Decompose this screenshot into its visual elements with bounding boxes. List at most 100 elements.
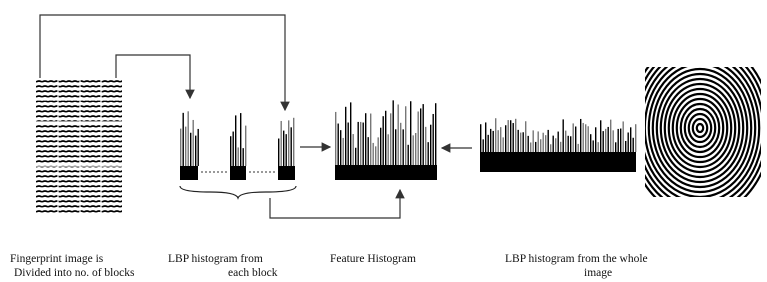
hist-bar	[600, 120, 601, 152]
hist-bar	[233, 132, 234, 166]
caption: Divided into no. of blocks	[14, 267, 135, 279]
hist-bar	[345, 107, 346, 165]
hist-bar	[360, 122, 361, 165]
hist-bar	[281, 121, 282, 166]
hist-bar	[185, 127, 186, 166]
hist-bar	[550, 144, 551, 152]
hist-base	[335, 165, 437, 180]
hist-bar	[423, 104, 424, 165]
hist-bar	[430, 125, 431, 165]
hist-bar	[603, 131, 604, 152]
hist-bar	[630, 127, 631, 152]
caption: image	[584, 267, 612, 279]
hist-bar	[563, 119, 564, 152]
hist-bar	[608, 127, 609, 152]
hist-bar	[378, 137, 379, 165]
hist-bar	[425, 127, 426, 165]
hist-bar	[620, 129, 621, 152]
hist-bar	[358, 122, 359, 165]
hist-bar	[505, 125, 506, 152]
hist-bar	[495, 118, 496, 152]
hist-bar	[540, 139, 541, 152]
hist-bar	[405, 106, 406, 165]
hist-bar	[373, 143, 374, 165]
hist-bar	[498, 130, 499, 152]
hist-bar	[580, 119, 581, 152]
hist-bar	[188, 111, 189, 166]
hist-bar	[343, 138, 344, 165]
hist-bar	[193, 120, 194, 166]
hist-bar	[520, 133, 521, 152]
hist-bar	[565, 131, 566, 152]
hist-bar	[385, 111, 386, 165]
hist-bar	[183, 113, 184, 166]
hist-bar	[338, 124, 339, 165]
hist-bar	[435, 103, 436, 165]
hist-bar	[198, 129, 199, 166]
hist-bar	[433, 114, 434, 165]
hist-bar	[558, 132, 559, 152]
hist-bar	[555, 138, 556, 152]
hist-bar	[195, 136, 196, 166]
hist-bar	[535, 142, 536, 152]
fingerprint-blocks	[36, 78, 122, 215]
hist-bar	[513, 123, 514, 152]
caption: Feature Histogram	[330, 253, 416, 265]
hist-bar	[618, 129, 619, 152]
caption: LBP histogram from the whole	[505, 253, 648, 265]
hist-bar	[493, 131, 494, 152]
hist-base	[230, 166, 246, 180]
hist-bar	[383, 116, 384, 165]
histograms	[180, 100, 636, 180]
hist-bar	[390, 113, 391, 165]
hist-bar	[570, 136, 571, 152]
hist-bar	[543, 133, 544, 152]
hist-bar	[283, 131, 284, 166]
hist-base	[180, 166, 198, 180]
hist-bar	[518, 130, 519, 152]
hist-bar	[605, 129, 606, 152]
hist-bar	[488, 135, 489, 152]
hist-bar	[480, 124, 481, 152]
hist-bar	[515, 119, 516, 152]
hist-bar	[415, 133, 416, 165]
hist-bar	[363, 123, 364, 165]
hist-bar	[428, 142, 429, 165]
hist-bar	[395, 129, 396, 165]
hist-bar	[633, 138, 634, 152]
hist-bar	[245, 126, 246, 166]
hist-base	[278, 166, 295, 180]
hist-bar	[575, 127, 576, 152]
hist-bar	[368, 137, 369, 165]
hist-bar	[190, 133, 191, 166]
hist-bar	[410, 101, 411, 165]
fingerprint-whole	[629, 39, 767, 217]
hist-bar	[483, 139, 484, 152]
hist-bar	[288, 120, 289, 166]
hist-bar	[635, 124, 636, 152]
hist-bar	[578, 144, 579, 152]
hist-bar	[610, 120, 611, 152]
hist-bar	[523, 132, 524, 152]
hist-bar	[613, 130, 614, 152]
hist-bar	[335, 112, 336, 165]
hist-bar	[398, 104, 399, 165]
hist-bar	[403, 129, 404, 165]
hist-bar	[291, 127, 292, 166]
hist-bar	[588, 126, 589, 152]
hist-bar	[278, 139, 279, 166]
hist-bar	[286, 134, 287, 166]
diagram: Fingerprint image is Divided into no. of…	[0, 0, 767, 282]
hist-bar	[508, 120, 509, 152]
hist-bar	[380, 128, 381, 165]
hist-bar	[408, 145, 409, 165]
hist-base	[480, 152, 636, 172]
hist-bar	[590, 134, 591, 152]
caption: LBP histogram from	[168, 253, 263, 265]
hist-bar	[293, 118, 294, 166]
hist-bar	[180, 129, 181, 166]
hist-bar	[538, 131, 539, 152]
hist-bar	[628, 132, 629, 152]
hist-bar	[595, 127, 596, 152]
hist-bar	[413, 135, 414, 165]
